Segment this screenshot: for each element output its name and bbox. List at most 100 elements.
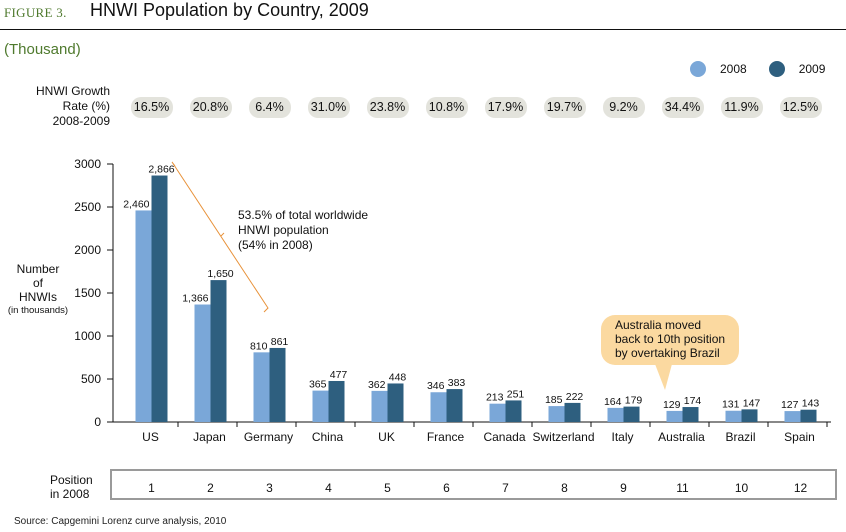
data-label-2009: 174 — [684, 395, 702, 407]
position-value: 8 — [561, 481, 568, 495]
data-label-2009: 251 — [507, 388, 525, 400]
y-tick-label: 2500 — [74, 200, 101, 214]
legend-swatch-2008-icon — [690, 61, 706, 77]
data-label-2008: 1,366 — [182, 293, 208, 305]
x-tick-label: Spain — [784, 430, 815, 444]
callout-bubble: Australia moved back to 10th position by… — [601, 315, 739, 365]
data-label-2008: 164 — [604, 396, 622, 408]
position-value: 2 — [207, 481, 214, 495]
bar-2009 — [210, 280, 227, 422]
position-label: Position in 2008 — [50, 473, 93, 501]
bar-2008 — [135, 210, 152, 422]
data-label-2008: 2,460 — [123, 198, 149, 210]
bar-2008 — [312, 390, 329, 422]
data-label-2009: 147 — [743, 397, 761, 409]
bar-2009 — [741, 409, 758, 422]
data-label-2008: 213 — [486, 392, 504, 404]
legend-item-2008: 2008 — [690, 61, 747, 77]
position-value: 3 — [266, 481, 273, 495]
y-axis-label-line: Number — [16, 262, 60, 276]
bracket-line — [171, 161, 269, 313]
data-label-2008: 185 — [545, 394, 563, 406]
data-label-2009: 222 — [566, 391, 584, 403]
bar-2009 — [387, 383, 404, 422]
x-tick-label: Switzerland — [532, 430, 594, 444]
bar-2009 — [446, 389, 463, 422]
bar-2008 — [194, 304, 211, 422]
chart-title: HNWI Population by Country, 2009 — [90, 0, 369, 20]
x-tick-label: Brazil — [725, 430, 755, 444]
bar-2008 — [430, 392, 447, 422]
y-axis-label-line: of — [32, 276, 43, 290]
bar-2009 — [800, 409, 817, 422]
position-value: 4 — [325, 481, 332, 495]
data-label-2009: 861 — [271, 336, 289, 348]
growth-rate-pill: 11.9% — [720, 97, 763, 118]
growth-rate-pill: 16.5% — [130, 97, 173, 118]
data-label-2009: 1,650 — [207, 268, 233, 280]
data-label-2009: 143 — [802, 398, 820, 410]
y-tick-label: 0 — [94, 415, 101, 429]
growth-rate-pill: 12.5% — [779, 97, 822, 118]
data-label-2009: 179 — [625, 395, 643, 407]
data-label-2008: 127 — [781, 399, 799, 411]
y-axis-label-sub: (in thousands) — [7, 305, 69, 316]
position-value: 7 — [502, 481, 509, 495]
y-tick-label: 500 — [81, 372, 101, 386]
data-label-2009: 2,866 — [148, 164, 174, 176]
annotation-line: HNWI population — [238, 223, 329, 237]
data-label-2008: 362 — [368, 379, 386, 391]
y-tick-label: 3000 — [74, 157, 101, 171]
x-tick-label: France — [427, 430, 465, 444]
growth-rate-pill: 34.4% — [661, 97, 704, 118]
bar-2009 — [682, 407, 699, 422]
position-value: 12 — [793, 481, 808, 495]
legend-item-2009: 2009 — [768, 61, 825, 77]
growth-rate-pill: 20.8% — [189, 97, 232, 118]
growth-label-line: 2008-2009 — [52, 114, 110, 128]
x-tick-label: China — [312, 430, 344, 444]
bar-2009 — [564, 402, 581, 422]
growth-rate-pill: 6.4% — [248, 97, 291, 118]
legend-swatch-2009-icon — [768, 61, 785, 77]
position-label-line: in 2008 — [50, 487, 90, 501]
x-tick-label: Australia — [658, 430, 705, 444]
bar-2009 — [623, 406, 640, 422]
y-axis-label: Number of HNWIs (in thousands) — [0, 262, 76, 318]
bar-2009 — [328, 380, 345, 422]
bar-2009 — [269, 347, 286, 422]
growth-rate-pill: 31.0% — [307, 97, 350, 118]
y-tick-label: 2000 — [74, 243, 101, 257]
annotation-line: 53.5% of total worldwide — [238, 208, 369, 222]
position-box — [110, 469, 837, 500]
x-tick-label: Canada — [483, 430, 525, 444]
bracket-annotation: 53.5% of total worldwide HNWI population… — [238, 208, 368, 253]
annotation-line: (54% in 2008) — [238, 238, 313, 252]
growth-label-line: HNWI Growth — [35, 84, 110, 98]
title-divider — [0, 29, 846, 30]
unit-label: (Thousand) — [4, 41, 81, 58]
bar-2009 — [505, 400, 522, 422]
bar-2009 — [151, 175, 168, 422]
bar-2008 — [371, 390, 388, 422]
x-tick-label: Italy — [611, 430, 633, 444]
y-tick-label: 1500 — [74, 286, 101, 300]
position-value: 9 — [620, 481, 627, 495]
growth-rate-pill: 19.7% — [543, 97, 586, 118]
callout-line: Australia moved — [615, 318, 702, 332]
position-label-line: Position — [50, 473, 93, 487]
legend-label: 2008 — [720, 62, 747, 76]
data-label-2008: 129 — [663, 399, 681, 411]
x-tick-label: UK — [378, 430, 395, 444]
callout-line: by overtaking Brazil — [615, 346, 720, 360]
data-label-2009: 383 — [448, 377, 466, 389]
growth-rate-pill: 23.8% — [366, 97, 409, 118]
data-label-2008: 346 — [427, 380, 445, 392]
growth-rate-label: HNWI Growth Rate (%) 2008-2009 — [10, 84, 110, 129]
position-value: 5 — [384, 481, 391, 495]
y-tick-label: 1000 — [74, 329, 101, 343]
x-tick-label: Japan — [193, 430, 226, 444]
growth-label-line: Rate (%) — [62, 99, 110, 113]
x-tick-label: US — [142, 430, 159, 444]
